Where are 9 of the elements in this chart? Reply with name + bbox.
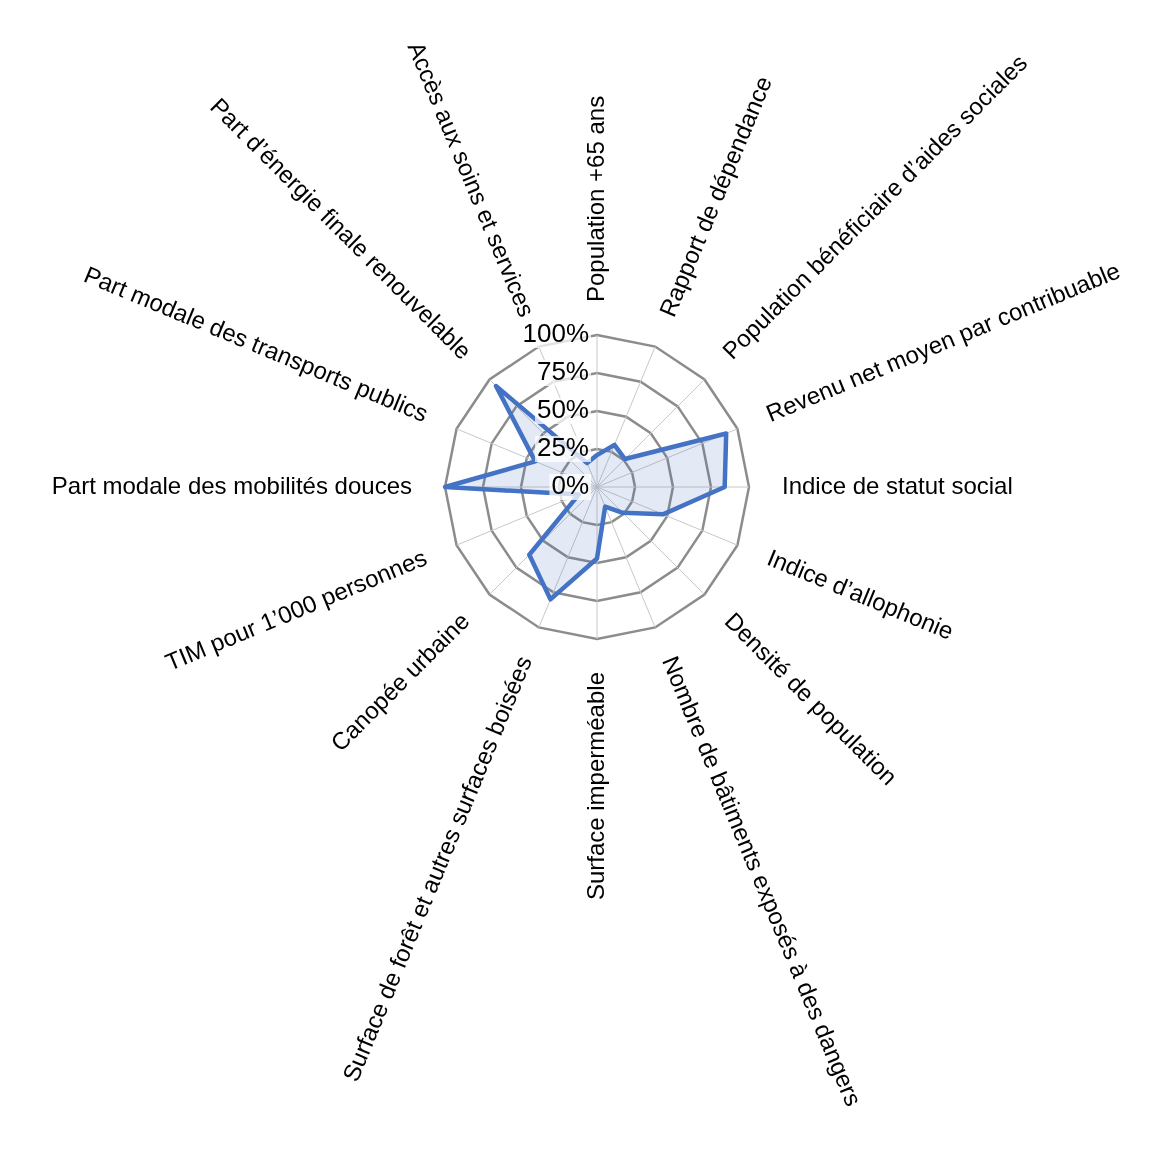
spoke-label: Population +65 ans [581, 95, 609, 302]
y-tick-label: 100% [522, 318, 589, 349]
spoke-label: Indice de statut social [782, 471, 1013, 499]
spoke-label: Surface imperméable [581, 672, 609, 901]
y-tick-label: 75% [536, 356, 589, 387]
y-tick-label: 0% [551, 470, 589, 501]
y-tick-label: 50% [536, 394, 589, 425]
spoke-label: Part modale des mobilités douces [51, 471, 412, 499]
y-tick-label: 25% [536, 432, 589, 463]
